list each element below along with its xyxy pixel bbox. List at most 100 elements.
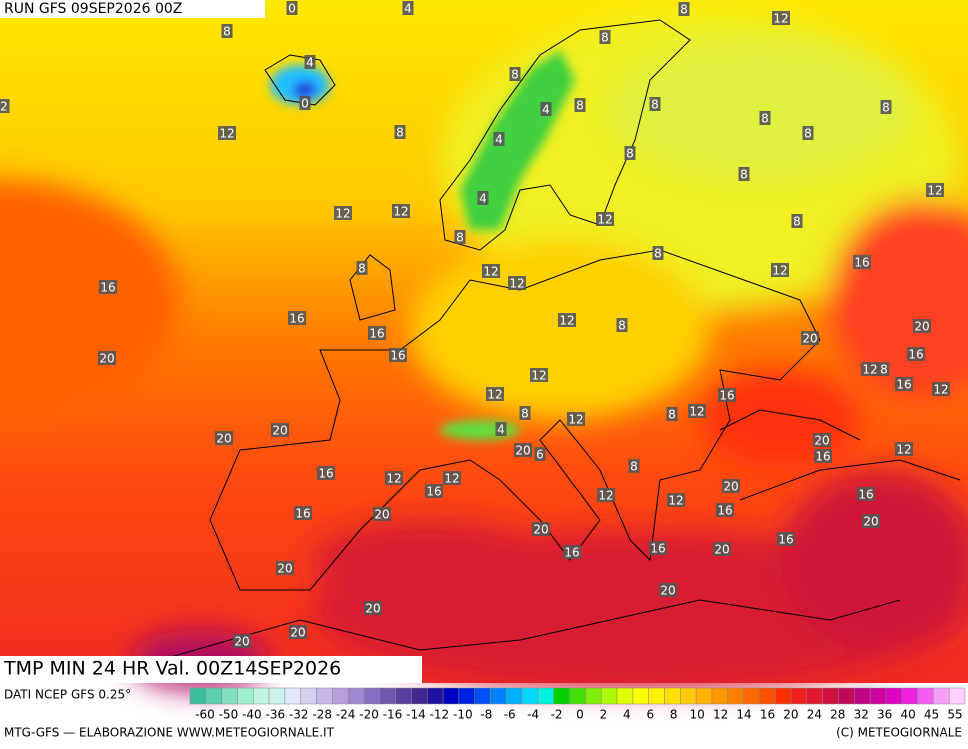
isotherm-label: 12 — [668, 494, 683, 508]
isotherm-label-box — [294, 506, 312, 520]
color-swatch — [237, 687, 254, 705]
color-swatch — [632, 687, 649, 705]
isotherm-label-box — [514, 443, 532, 457]
isotherm-label-box — [276, 561, 294, 575]
isotherm-label: 8 — [576, 99, 584, 113]
colorbar-tick-label: 8 — [670, 708, 678, 722]
color-swatch — [600, 687, 618, 705]
isotherm-label: 8 — [793, 215, 801, 229]
color-swatch — [442, 687, 460, 705]
isotherm-label: 4 — [479, 192, 487, 206]
isotherm-label-box — [495, 422, 507, 436]
colorbar-tick-label: 0 — [576, 708, 584, 722]
isotherm-label-box — [394, 125, 406, 139]
isotherm-label: 16 — [390, 349, 405, 363]
isotherm-label: 8 — [680, 3, 688, 17]
color-swatch — [411, 687, 428, 705]
colorbar-tick-label: 10 — [690, 708, 705, 722]
field-title: TMP MIN 24 HR Val. 00Z14SEP2026 — [3, 658, 341, 680]
isotherm-label: 12 — [689, 405, 704, 419]
isotherm-label: 8 — [358, 262, 366, 276]
color-swatch — [300, 687, 317, 705]
isotherm-label-box — [443, 471, 461, 485]
isotherm-label: 8 — [456, 231, 464, 245]
isotherm-label: 16 — [815, 450, 830, 464]
color-swatch — [743, 687, 760, 705]
color-swatch — [458, 687, 475, 705]
colorbar-tick-label: -50 — [219, 708, 239, 722]
isotherm-label-box — [563, 545, 581, 559]
isotherm-label-box — [532, 522, 550, 536]
isotherm-label-box — [599, 30, 611, 44]
isotherm-label-box — [913, 319, 931, 333]
color-swatch — [885, 687, 902, 705]
colorbar-tick-label: -12 — [430, 708, 450, 722]
isotherm-label-box — [221, 24, 233, 38]
colorbar-tick-label: 24 — [807, 708, 822, 722]
isotherm-label: 8 — [651, 98, 659, 112]
isotherm-label-box — [392, 204, 410, 218]
isotherm-label-box — [814, 449, 832, 463]
isotherm-label: 20 — [515, 444, 530, 458]
isotherm-label: 12 — [568, 413, 583, 427]
isotherm-label-box — [878, 362, 890, 376]
color-swatch — [616, 687, 634, 705]
color-swatch — [806, 687, 823, 705]
colorbar-tick-label: -10 — [453, 708, 473, 722]
colorbar-tick-label: -28 — [312, 708, 332, 722]
isotherm-label: 0 — [288, 2, 296, 16]
color-swatch — [474, 687, 491, 705]
isotherm-label: 12 — [219, 127, 234, 141]
isotherm-label-box — [509, 67, 521, 81]
isotherm-label-box — [540, 102, 552, 116]
isotherm-label: 12 — [531, 369, 546, 383]
isotherm-label-box — [713, 542, 731, 556]
color-swatch — [189, 687, 207, 705]
colorbar-tick-label: -40 — [242, 708, 262, 722]
isotherm-label: 16 — [719, 389, 734, 403]
isotherm-label: 20 — [814, 434, 829, 448]
color-swatch — [711, 687, 729, 705]
isotherm-label-box — [628, 459, 640, 473]
isotherm-label: 12 — [773, 12, 788, 26]
isotherm-label-box — [373, 507, 391, 521]
isotherm-label: 8 — [618, 319, 626, 333]
isotherm-label-box — [454, 230, 466, 244]
colorbar-tick-label: 20 — [783, 708, 798, 722]
isotherm-label-box — [813, 433, 831, 447]
isotherm-label-box — [649, 541, 667, 555]
isotherm-label-box — [385, 471, 403, 485]
color-swatch — [569, 687, 586, 705]
colorbar-tick-label: 2 — [600, 708, 608, 722]
isotherm-label: 20 — [234, 635, 249, 649]
colorbar-tick-label: -16 — [383, 708, 403, 722]
isotherm-label-box — [722, 479, 740, 493]
isotherm-label: 16 — [717, 504, 732, 518]
colorbar-tick-label: -36 — [266, 708, 286, 722]
isotherm-label: 20 — [216, 432, 231, 446]
isotherm-label: 12 — [335, 207, 350, 221]
footer-right: (C) METEOGIORNALE — [836, 726, 962, 740]
isotherm-label: 12 — [444, 472, 459, 486]
isotherm-label-box — [895, 442, 913, 456]
color-swatch — [316, 687, 333, 705]
color-swatch — [537, 687, 555, 705]
color-swatch — [901, 687, 918, 705]
isotherm-label-box — [718, 388, 736, 402]
isotherm-label: 20 — [533, 523, 548, 537]
isotherm-label: 8 — [804, 127, 812, 141]
isotherm-label: 8 — [654, 247, 662, 261]
isotherm-label-box — [558, 313, 576, 327]
isotherm-label-box — [368, 326, 386, 340]
isotherm-label-box — [389, 348, 407, 362]
isotherm-label: 8 — [223, 25, 231, 39]
isotherm-label: 16 — [295, 507, 310, 521]
isotherm-label-box — [534, 447, 546, 461]
color-swatch — [395, 687, 412, 705]
colorbar-tick-label: -4 — [527, 708, 539, 722]
colorbar-tick-label: -24 — [336, 708, 356, 722]
isotherm-label: 12 — [896, 443, 911, 457]
colorbar-tick-label: 55 — [947, 708, 962, 722]
isotherm-label-box — [519, 406, 531, 420]
isotherm-label-box — [271, 423, 289, 437]
